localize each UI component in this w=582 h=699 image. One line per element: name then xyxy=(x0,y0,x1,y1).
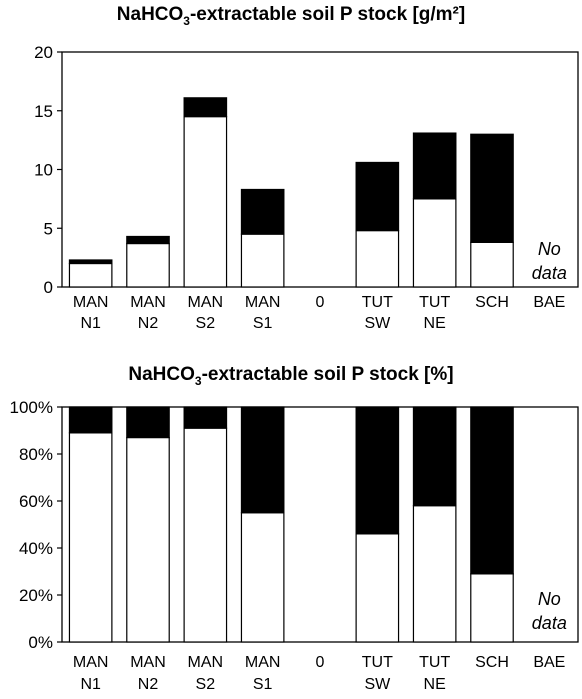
chart2-bar-segment xyxy=(355,406,400,535)
chart1-y-tick-label: 5 xyxy=(44,219,53,238)
chart1-category-label: TUT xyxy=(419,294,450,311)
chart2-bar-segment xyxy=(240,406,285,514)
chart1-category-label: SCH xyxy=(475,294,509,311)
chart1-category-label: SW xyxy=(364,315,391,332)
chart1-y-tick-label: 15 xyxy=(34,102,53,121)
chart2-category-label: TUT xyxy=(419,654,450,671)
chart1-category-label: N1 xyxy=(80,315,101,332)
chart2-bar-segment xyxy=(355,533,400,643)
chart1-bar-segment xyxy=(355,230,400,288)
chart2-plot-frame xyxy=(61,406,579,643)
chart2-bar-segment xyxy=(412,505,457,643)
chart2-bar-segment xyxy=(412,406,457,507)
chart2-category-label: TUT xyxy=(362,654,393,671)
chart2-category-label: N2 xyxy=(138,676,159,693)
chart1-bar-segment xyxy=(412,132,457,200)
chart1-no-data-note: No xyxy=(538,239,561,259)
chart1-category-label: MAN xyxy=(73,294,109,311)
chart1-category-label: NE xyxy=(424,315,446,332)
chart2-bar-segment xyxy=(68,432,113,643)
chart1-category-label: TUT xyxy=(362,294,393,311)
chart2-category-label: MAN xyxy=(73,654,109,671)
chart2-category-label: 0 xyxy=(316,654,325,671)
chart1-bar-segment xyxy=(412,198,457,288)
chart1-y-tick-label: 0 xyxy=(44,278,53,297)
chart1-plot: 0 5 10 15 20 MAN N1 MAN N2 MAN S2 MAN S1 0 TUT SW TUT NE S… xyxy=(34,43,579,332)
chart2-category-label: SW xyxy=(364,676,391,693)
chart2-category-label: BAE xyxy=(533,654,565,671)
chart1-bar-segment xyxy=(68,259,113,265)
chart1-y-tick-label: 10 xyxy=(34,161,53,180)
chart2-bar-segment xyxy=(240,512,285,643)
chart2-category-label: MAN xyxy=(245,654,281,671)
chart1-y-tick-label: 20 xyxy=(34,43,53,62)
chart1-bar-segment xyxy=(126,235,170,245)
chart1-no-data-note: data xyxy=(532,263,567,283)
chart2-y-tick-label: 80% xyxy=(19,445,53,464)
chart2-category-label: MAN xyxy=(130,654,166,671)
chart2-y-tick-label: 20% xyxy=(19,586,53,605)
chart1-category-label: MAN xyxy=(245,294,281,311)
chart2-category-label: S1 xyxy=(253,676,273,693)
chart2-no-data-note: No xyxy=(538,589,561,609)
chart2-title: NaHCO3-extractable soil P stock [%] xyxy=(128,364,454,388)
chart2-bar-segment xyxy=(470,406,514,575)
chart2-y-tick-label: 40% xyxy=(19,539,53,558)
chart2-bar-segment xyxy=(183,406,228,429)
chart1-category-label: S1 xyxy=(253,315,273,332)
chart1-category-label: N2 xyxy=(138,315,159,332)
chart2-bar-segment xyxy=(126,406,170,439)
chart1-bar-segment xyxy=(126,242,170,288)
chart2-y-tick-label: 60% xyxy=(19,492,53,511)
chart1-category-label: S2 xyxy=(196,315,216,332)
chart2-y-tick-label: 100% xyxy=(10,398,53,417)
chart2-bar-segment xyxy=(470,573,514,643)
chart2-bar-segment xyxy=(183,427,228,643)
chart1-bar-segment xyxy=(355,161,400,232)
chart1-title: NaHCO3-extractable soil P stock [g/m²] xyxy=(116,4,466,28)
chart2-category-label: MAN xyxy=(188,654,224,671)
chart1-category-label: MAN xyxy=(130,294,166,311)
chart2-category-label: S2 xyxy=(196,676,216,693)
chart2-category-label: N1 xyxy=(80,676,101,693)
chart2-y-tick-label: 0% xyxy=(28,633,53,652)
chart2-category-label: NE xyxy=(424,676,446,693)
chart1-bar-segment xyxy=(183,97,228,118)
chart1-bar-segment xyxy=(240,188,285,235)
chart2-category-label: SCH xyxy=(475,654,509,671)
chart1-category-label: 0 xyxy=(316,294,325,311)
chart2-bar-segment xyxy=(68,406,113,434)
chart1-bar-segment xyxy=(470,133,514,243)
chart1-category-label: MAN xyxy=(188,294,224,311)
chart1-bar-segment xyxy=(240,233,285,288)
chart1-category-label: BAE xyxy=(533,294,565,311)
chart1-bar-segment xyxy=(183,116,228,288)
chart2-no-data-note: data xyxy=(532,613,567,633)
chart2-bar-segment xyxy=(126,436,170,643)
